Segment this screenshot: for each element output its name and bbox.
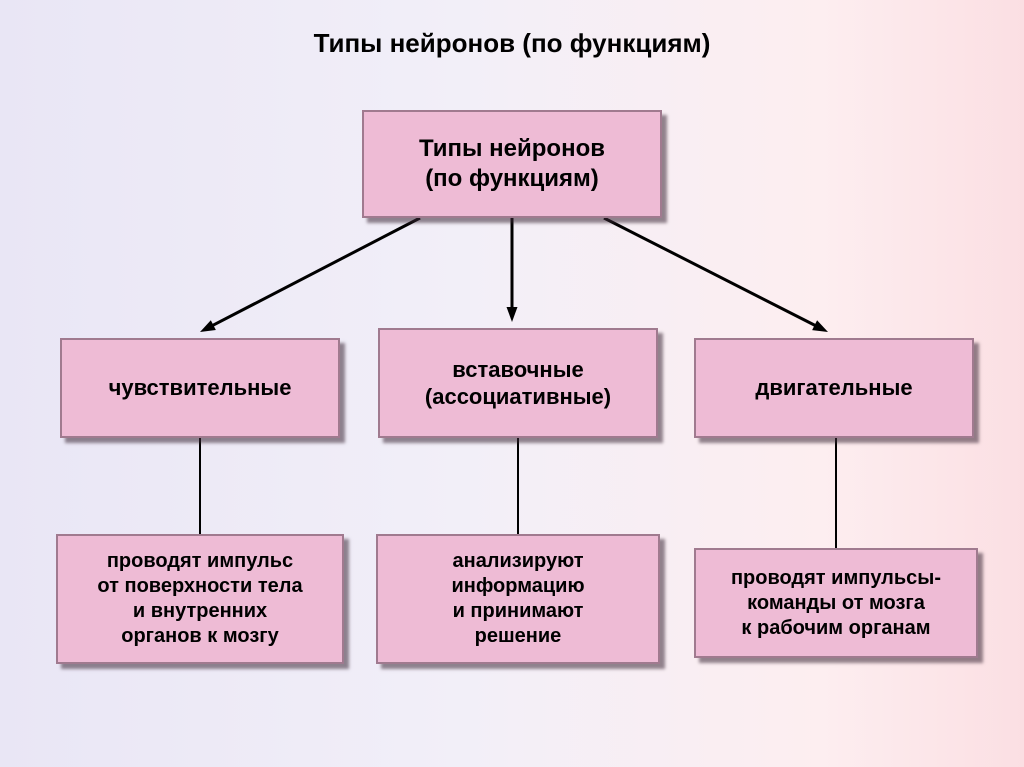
node-n1: чувствительные: [60, 338, 340, 438]
node-d2: анализируют информацию и принимают решен…: [376, 534, 660, 664]
diagram-title: Типы нейронов (по функциям): [0, 28, 1024, 59]
node-d1: проводят импульс от поверхности тела и в…: [56, 534, 344, 664]
node-d3: проводят импульсы- команды от мозга к ра…: [694, 548, 978, 658]
node-root: Типы нейронов (по функциям): [362, 110, 662, 218]
node-n3: двигательные: [694, 338, 974, 438]
node-n2: вставочные (ассоциативные): [378, 328, 658, 438]
